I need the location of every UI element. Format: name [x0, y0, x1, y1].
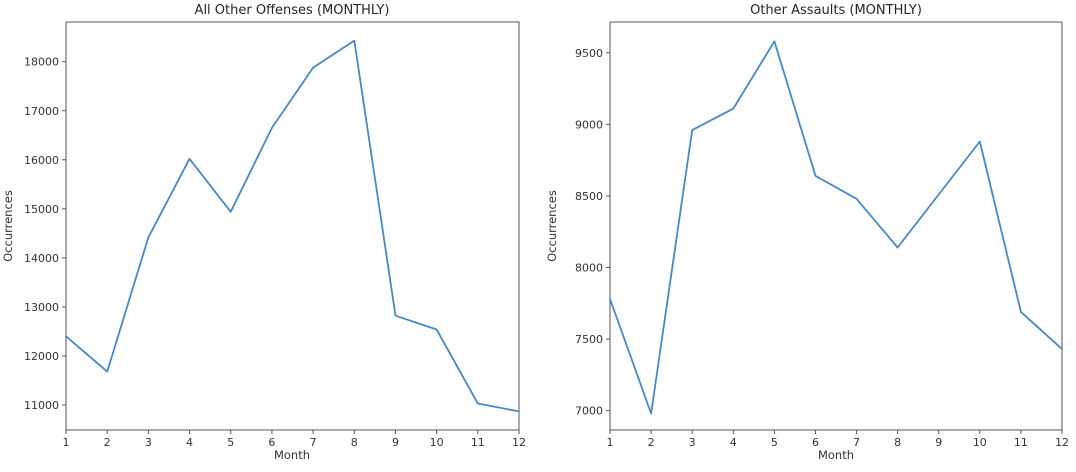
y-axis-label: Occurrences [545, 190, 559, 262]
svg-text:13000: 13000 [24, 301, 59, 314]
svg-text:12000: 12000 [24, 350, 59, 363]
svg-text:11: 11 [1014, 436, 1028, 449]
svg-text:16000: 16000 [24, 154, 59, 167]
svg-text:18000: 18000 [24, 56, 59, 69]
svg-text:3: 3 [145, 436, 152, 449]
svg-text:11: 11 [471, 436, 485, 449]
svg-text:6: 6 [812, 436, 819, 449]
line-chart-all-other-offenses: 11000 12000 13000 14000 15000 16000 17000 18000… [1, 3, 526, 462]
svg-text:8: 8 [351, 436, 358, 449]
chart-other-assaults: 7000 7500 8000 8500 9000 9500 1 2 3 4 5 6 7 8 9 10 11 12 … [538, 0, 1076, 472]
svg-text:9500: 9500 [575, 47, 603, 60]
svg-text:12: 12 [512, 436, 526, 449]
svg-text:4: 4 [730, 436, 737, 449]
plot-area: 11000 12000 13000 14000 15000 16000 17000 18000… [24, 21, 526, 449]
svg-text:5: 5 [771, 436, 778, 449]
svg-text:14000: 14000 [24, 252, 59, 265]
svg-text:7000: 7000 [575, 405, 603, 418]
svg-text:5: 5 [227, 436, 234, 449]
svg-text:8000: 8000 [575, 262, 603, 275]
svg-text:1: 1 [63, 436, 70, 449]
svg-text:2: 2 [104, 436, 111, 449]
svg-text:1: 1 [607, 436, 614, 449]
svg-text:8500: 8500 [575, 190, 603, 203]
svg-text:11000: 11000 [24, 399, 59, 412]
svg-text:2: 2 [648, 436, 655, 449]
svg-text:15000: 15000 [24, 203, 59, 216]
chart-all-other-offenses: 11000 12000 13000 14000 15000 16000 17000 18000… [1, 3, 526, 462]
svg-text:7500: 7500 [575, 333, 603, 346]
svg-text:8: 8 [894, 436, 901, 449]
svg-text:7: 7 [853, 436, 860, 449]
svg-text:17000: 17000 [24, 105, 59, 118]
svg-text:10: 10 [973, 436, 987, 449]
chart-title: All Other Offenses (MONTHLY) [195, 3, 390, 18]
svg-text:9: 9 [392, 436, 399, 449]
x-axis-label: Month [274, 448, 310, 462]
svg-text:7: 7 [310, 436, 317, 449]
svg-text:12: 12 [1055, 436, 1069, 449]
svg-text:6: 6 [268, 436, 275, 449]
y-axis-label: Occurrences [1, 190, 15, 262]
svg-text:10: 10 [430, 436, 444, 449]
chart-title: Other Assaults (MONTHLY) [750, 3, 922, 18]
svg-text:9: 9 [935, 436, 942, 449]
svg-text:4: 4 [186, 436, 193, 449]
svg-text:3: 3 [689, 436, 696, 449]
x-axis-label: Month [818, 448, 854, 462]
svg-text:9000: 9000 [575, 118, 603, 131]
